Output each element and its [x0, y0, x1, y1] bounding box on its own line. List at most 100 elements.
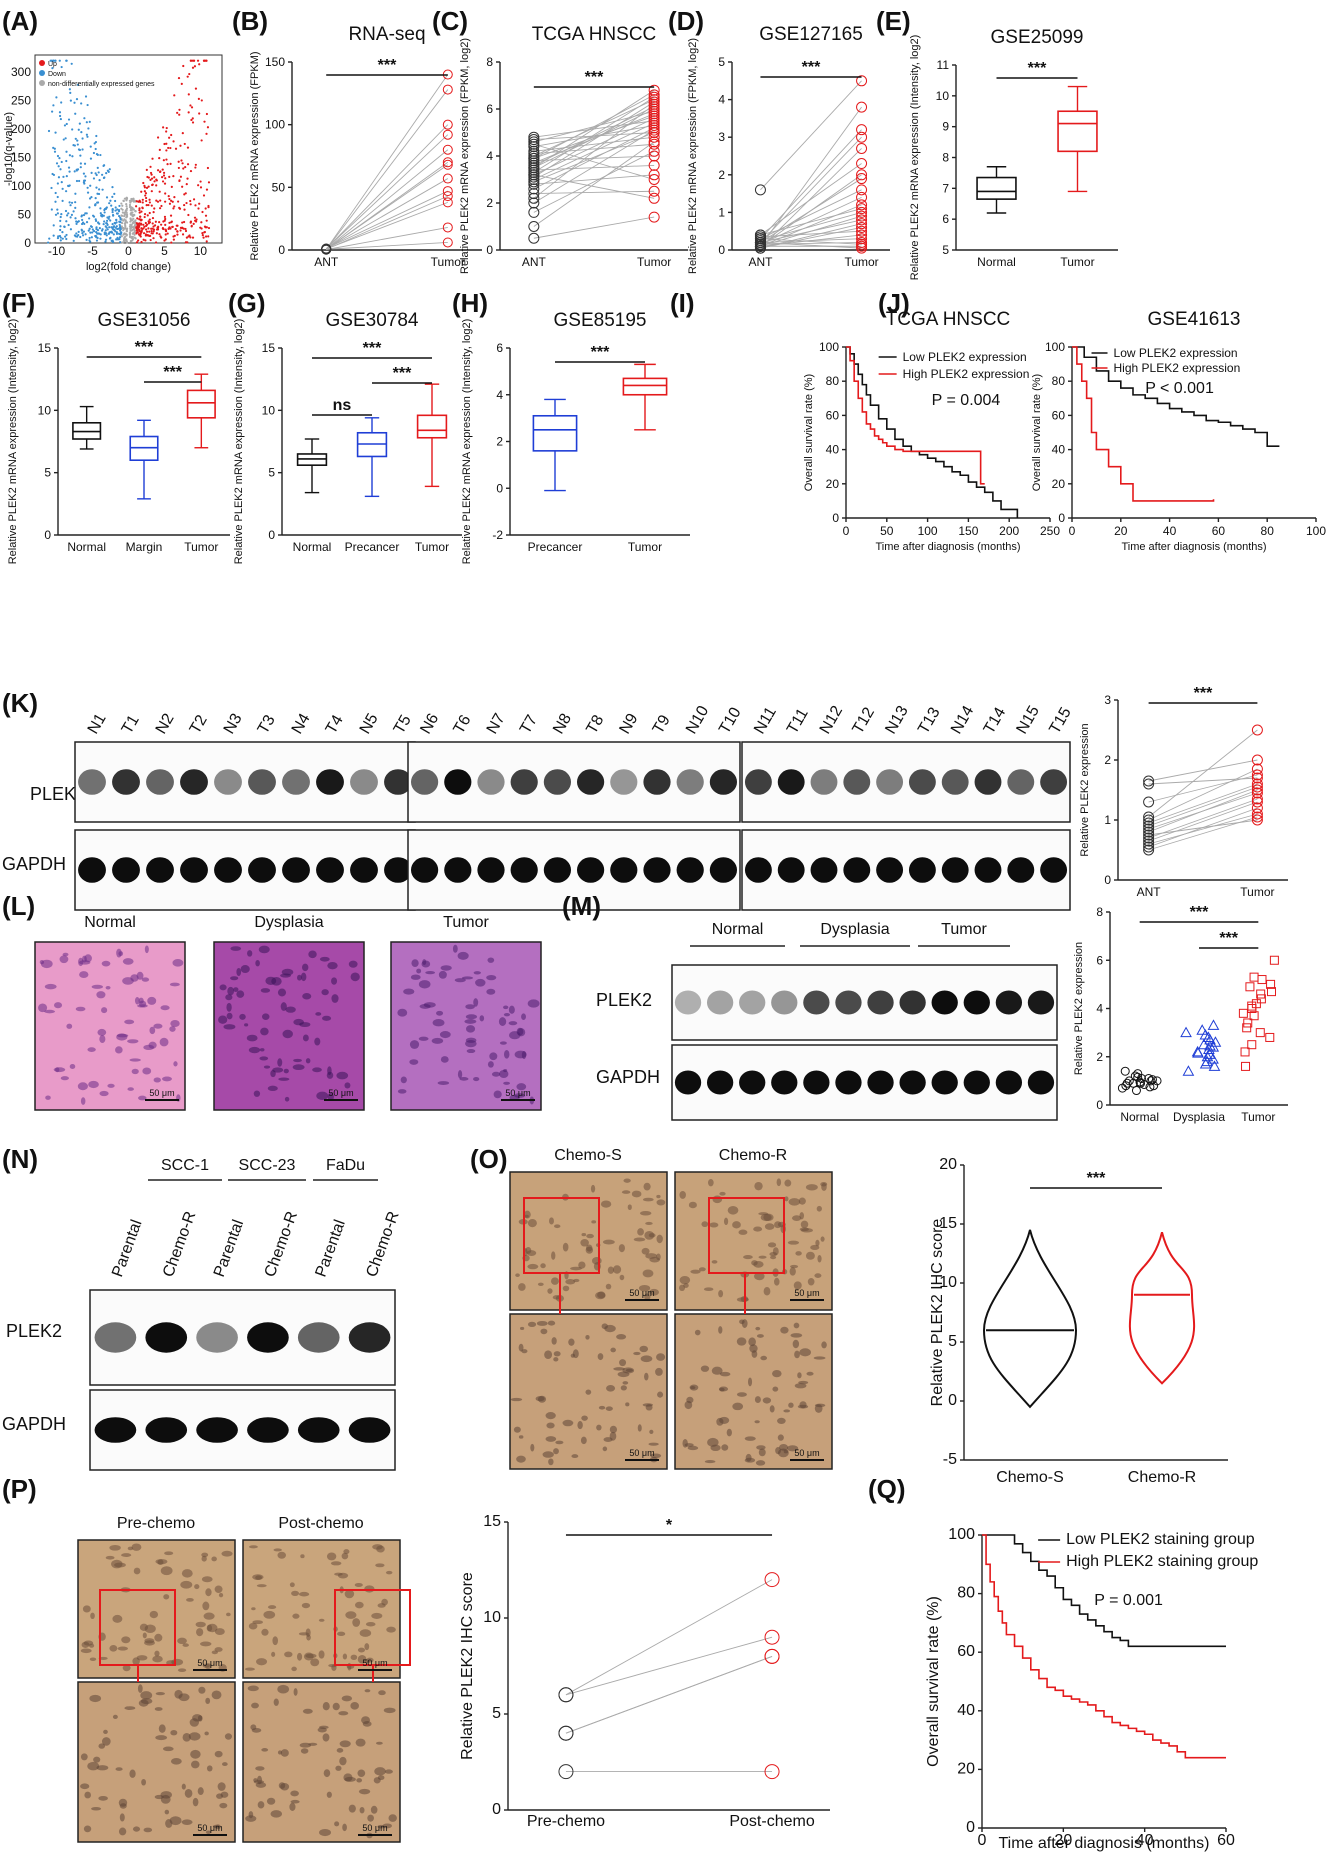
panel-n-gapdh-blot-frame — [89, 1389, 396, 1471]
panel-d-ylabel: Relative PLEK2 mRNA expression (FPKM, lo… — [687, 38, 699, 274]
panel-k-gapdh-blot-band — [1040, 857, 1068, 883]
panel-o-image-cell — [727, 1205, 739, 1215]
panel-l-image-cell — [465, 1037, 477, 1043]
volcano-point — [185, 201, 188, 205]
volcano-point — [112, 233, 115, 236]
panel-k-plek2-blot-band — [843, 769, 871, 795]
volcano-point — [158, 190, 161, 193]
volcano-point — [96, 153, 99, 156]
panel-o-image-cell — [644, 1293, 651, 1301]
panel-p-image-cell — [114, 1562, 126, 1568]
panel-l-image-cell — [105, 986, 111, 990]
volcano-point — [198, 63, 201, 66]
panel-o-zoom-image-cell — [513, 1426, 521, 1433]
volcano-point — [189, 236, 192, 239]
volcano-point — [160, 223, 163, 226]
volcano-point — [202, 59, 206, 62]
panel-i-ytick-label: 80 — [826, 374, 840, 388]
panel-p-image-cell — [142, 1632, 147, 1639]
panel-p-zoom-image-cell — [165, 1819, 173, 1828]
panel-label-l: (L) — [2, 891, 35, 921]
panel-l-image-cell — [246, 1034, 258, 1042]
panel-p-image-cell — [326, 1552, 337, 1561]
volcano-xtick-label: 10 — [194, 244, 208, 258]
panel-d-point-left — [754, 236, 766, 248]
panel-n-plek2-blot-frame — [89, 1289, 396, 1386]
panel-o-zoom-image-cell — [645, 1404, 653, 1411]
panel-l-image-cell — [419, 1003, 431, 1009]
volcano-point — [98, 178, 101, 182]
panel-p-image-cell — [202, 1663, 210, 1668]
panel-j-xtick-label: 20 — [1114, 524, 1128, 538]
panel-o-zoom-image-cell — [568, 1338, 575, 1346]
panel-m-chart-ytick-label: 0 — [1096, 1098, 1103, 1112]
panel-o-zoom-image-cell — [739, 1319, 745, 1325]
panel-o-image-cell — [679, 1275, 691, 1285]
volcano-point — [105, 234, 108, 237]
panel-l-image-cell — [465, 1025, 476, 1033]
volcano-point — [77, 128, 80, 131]
volcano-point — [179, 175, 183, 178]
panel-d-point-right — [856, 233, 868, 245]
panel-o-zoom-image-cell — [656, 1353, 666, 1361]
volcano-point — [152, 230, 155, 233]
panel-m-chart-point — [1245, 982, 1255, 992]
volcano-point — [154, 220, 157, 223]
volcano-point — [52, 146, 55, 149]
panel-i-xtick-label: 0 — [843, 524, 850, 538]
panel-o-zoom-image-cell — [747, 1377, 753, 1387]
panel-o-zoom-image-cell — [553, 1448, 559, 1455]
panel-p-zoom-image-cell — [350, 1702, 359, 1710]
volcano-point — [102, 164, 106, 167]
panel-c-point-right — [648, 192, 660, 204]
panel-p-chart-pair-line — [565, 1655, 773, 1734]
volcano-point — [53, 150, 57, 153]
panel-m-chart-point — [1243, 1018, 1253, 1028]
volcano-point — [125, 234, 128, 237]
panel-k-chart-point-left — [1143, 826, 1155, 838]
panel-o-image-cell — [607, 1266, 614, 1274]
volcano-point — [186, 146, 190, 149]
volcano-point — [152, 237, 155, 240]
volcano-point — [114, 199, 117, 203]
panel-l-image-cell — [138, 1000, 147, 1008]
panel-p-image-cell — [271, 1651, 276, 1657]
panel-c-point-right — [648, 117, 660, 129]
panel-p-image-cell — [318, 1618, 325, 1622]
volcano-point — [187, 111, 190, 114]
volcano-point — [95, 228, 98, 231]
panel-q-pvalue: P = 0.001 — [1094, 1592, 1163, 1609]
panel-l-image-cell — [521, 1050, 527, 1060]
panel-o-zoom-image-cell — [689, 1384, 699, 1391]
panel-p-image-cell — [90, 1612, 95, 1620]
panel-p-zoom-image-cell — [338, 1711, 349, 1716]
panel-p-image-cell — [196, 1628, 204, 1637]
panel-m-row-label-plek2: PLEK2 — [596, 990, 652, 1010]
volcano-point — [164, 200, 167, 203]
panel-k-gapdh-blot-band — [610, 857, 638, 883]
panel-c-pair-line — [533, 136, 655, 152]
panel-j-xtick-label: 100 — [1306, 524, 1326, 538]
volcano-point — [191, 236, 195, 239]
volcano-point — [134, 223, 137, 226]
volcano-point — [167, 227, 170, 231]
panel-o-zoom-image-cell — [744, 1436, 756, 1441]
panel-k-plek2-blot-band — [214, 769, 242, 795]
panel-m-chart-point — [1201, 1050, 1214, 1062]
panel-j-pvalue: P < 0.001 — [1145, 380, 1214, 397]
panel-label-b: (B) — [232, 6, 268, 36]
volcano-point — [134, 237, 137, 240]
panel-o-zoom-image-cell — [657, 1391, 664, 1398]
panel-o-zoom-image-cell — [597, 1353, 604, 1361]
panel-c-pair-line — [533, 132, 655, 140]
panel-q-ytick-label: 100 — [948, 1526, 975, 1543]
panel-o-zoom-image-cell — [585, 1334, 590, 1340]
panel-d-point-right — [856, 214, 868, 226]
panel-o-image-cell — [644, 1231, 655, 1240]
panel-o-zoom-image-cell — [625, 1402, 630, 1407]
panel-p-zoom-image-cell — [205, 1830, 211, 1835]
panel-k-chart-point-right — [1251, 784, 1263, 796]
panel-p-image-cell — [386, 1626, 396, 1633]
volcano-point — [57, 176, 61, 179]
